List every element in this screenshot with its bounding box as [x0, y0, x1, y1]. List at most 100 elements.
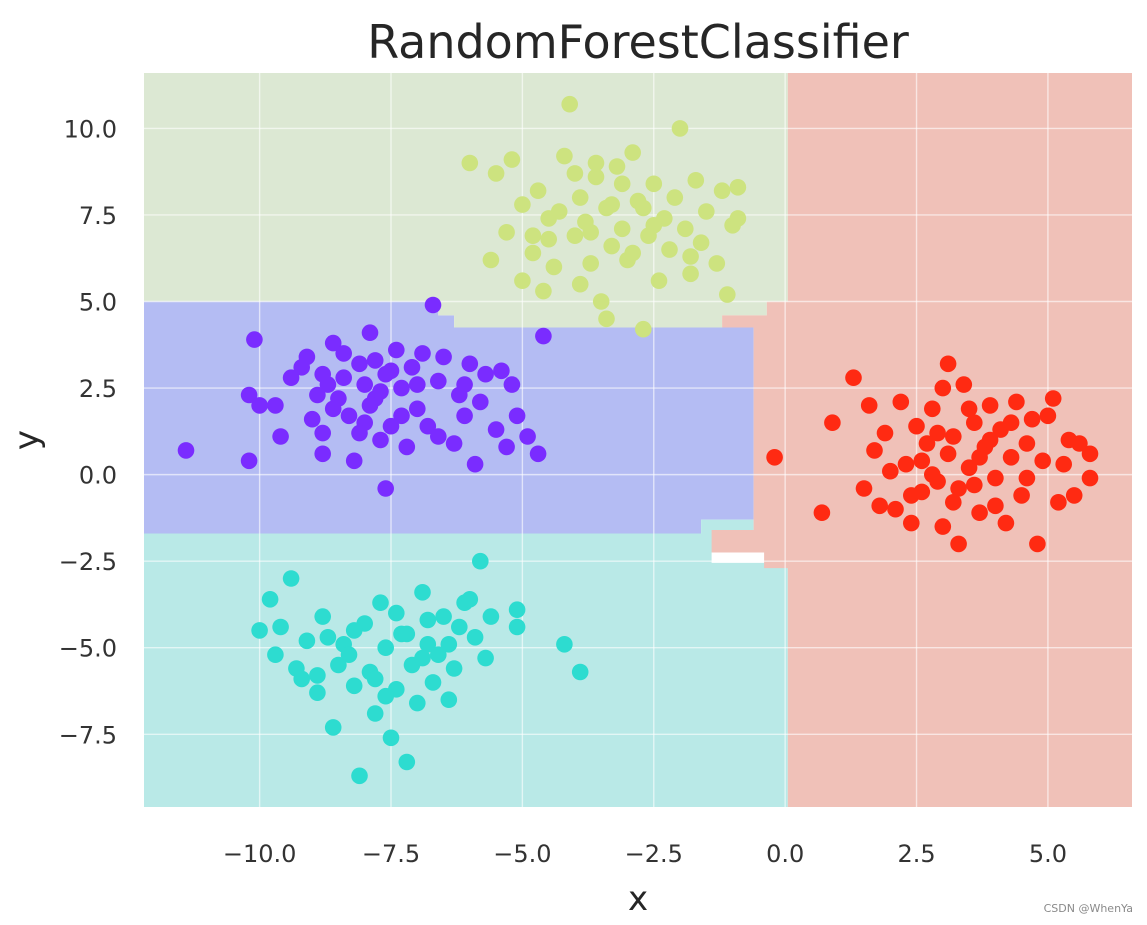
- data-point: [393, 407, 410, 425]
- data-point: [309, 684, 326, 701]
- data-point: [971, 449, 988, 466]
- x-tick-label: −10.0: [223, 840, 297, 868]
- data-point: [556, 147, 573, 165]
- data-point: [324, 719, 342, 736]
- data-point: [550, 203, 568, 220]
- data-point: [603, 196, 620, 213]
- data-point: [924, 400, 941, 418]
- data-point: [351, 355, 368, 373]
- data-point: [692, 234, 710, 251]
- data-point: [540, 230, 557, 248]
- y-axis-label: y: [7, 430, 47, 450]
- y-tick-label: 7.5: [79, 202, 117, 230]
- data-point: [456, 407, 473, 425]
- data-point: [582, 224, 599, 241]
- data-point: [261, 591, 279, 608]
- data-point: [671, 120, 689, 137]
- data-point: [677, 220, 694, 238]
- data-point: [340, 646, 358, 663]
- data-point: [377, 687, 395, 705]
- data-point: [409, 376, 426, 393]
- data-point: [1034, 452, 1051, 470]
- data-point: [482, 251, 500, 269]
- data-point: [645, 175, 663, 193]
- data-point: [340, 407, 358, 425]
- data-point: [361, 324, 379, 342]
- data-point: [650, 272, 668, 290]
- data-point: [366, 670, 384, 688]
- data-point: [314, 445, 332, 463]
- x-tick-label: −7.5: [362, 840, 420, 868]
- data-point: [240, 452, 258, 470]
- data-point: [398, 753, 416, 771]
- data-point: [1050, 494, 1067, 511]
- data-point: [267, 397, 284, 414]
- data-point: [477, 649, 494, 667]
- data-point: [860, 397, 878, 414]
- data-point: [272, 618, 289, 636]
- data-point: [435, 608, 452, 625]
- data-point: [950, 535, 967, 553]
- data-point: [698, 203, 715, 220]
- data-point: [1065, 487, 1083, 504]
- x-tick-label: 5.0: [1029, 840, 1067, 868]
- data-point: [414, 649, 431, 667]
- data-point: [377, 480, 395, 497]
- data-point: [981, 431, 999, 449]
- data-point: [177, 442, 195, 459]
- data-point: [414, 345, 431, 362]
- data-point: [498, 224, 515, 241]
- data-point: [498, 438, 515, 456]
- data-point: [309, 667, 326, 684]
- y-tick-label: 2.5: [79, 375, 117, 403]
- data-point: [824, 414, 841, 432]
- data-point: [366, 705, 384, 722]
- data-point: [561, 95, 578, 113]
- data-point: [324, 334, 342, 352]
- data-point: [587, 168, 605, 186]
- data-point: [267, 646, 284, 663]
- data-point: [571, 275, 589, 293]
- region-purple: [144, 301, 754, 534]
- data-point: [519, 428, 536, 445]
- watermark: CSDN @WhenYa: [1043, 902, 1133, 915]
- data-point: [503, 376, 521, 393]
- data-point: [903, 487, 920, 504]
- data-point: [918, 435, 936, 452]
- data-point: [524, 227, 542, 244]
- data-point: [472, 393, 489, 411]
- data-point: [687, 172, 705, 189]
- data-point: [960, 400, 978, 418]
- data-point: [682, 248, 699, 265]
- data-point: [897, 455, 915, 473]
- data-point: [892, 393, 910, 411]
- data-point: [445, 435, 463, 452]
- data-point: [535, 327, 552, 345]
- data-point: [635, 199, 652, 217]
- data-point: [319, 376, 337, 393]
- data-point: [424, 296, 442, 314]
- data-point: [1081, 445, 1099, 463]
- data-point: [1013, 487, 1030, 504]
- data-point: [903, 514, 920, 532]
- data-point: [451, 618, 468, 636]
- data-point: [445, 660, 463, 677]
- data-point: [282, 570, 300, 587]
- data-point: [529, 445, 547, 463]
- data-point: [729, 210, 747, 227]
- data-point: [246, 331, 263, 348]
- data-point: [487, 421, 505, 438]
- data-point: [1039, 407, 1057, 425]
- data-point: [366, 352, 384, 369]
- data-point: [729, 179, 747, 196]
- data-point: [624, 244, 641, 262]
- x-tick-label: −2.5: [625, 840, 683, 868]
- data-point: [934, 518, 952, 535]
- data-point: [503, 151, 521, 168]
- data-point: [482, 608, 500, 625]
- data-point: [303, 410, 321, 428]
- data-point: [1018, 435, 1036, 452]
- y-tick-label: 10.0: [64, 115, 117, 143]
- data-point: [282, 369, 300, 387]
